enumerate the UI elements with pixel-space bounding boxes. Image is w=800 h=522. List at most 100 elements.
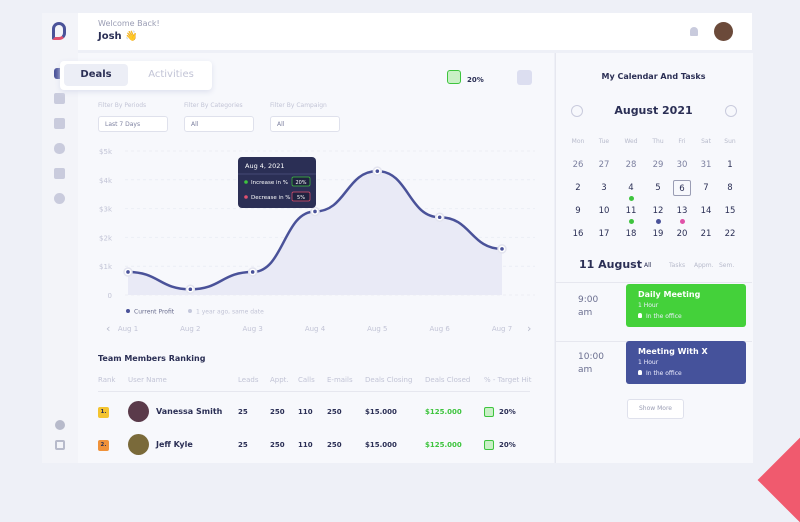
day[interactable]: 14 <box>700 206 712 216</box>
event-card[interactable] <box>626 284 746 327</box>
day[interactable]: 2 <box>575 183 581 193</box>
day[interactable]: 8 <box>727 183 733 193</box>
sidebar-icons <box>54 68 65 204</box>
target-icon <box>484 440 494 450</box>
cell: 250 <box>327 408 342 416</box>
legend-dot <box>188 309 192 313</box>
user-name: Jeff Kyle <box>156 440 193 449</box>
filter-select[interactable]: Last 7 Days <box>98 116 168 132</box>
day-filter[interactable]: Tasks <box>669 262 686 269</box>
day[interactable]: 15 <box>724 206 736 216</box>
bell[interactable] <box>690 27 698 36</box>
target-icon <box>484 407 494 417</box>
y-tick-label: 0 <box>108 292 112 300</box>
day[interactable]: 22 <box>724 229 736 239</box>
column-header: E-mails <box>327 376 353 384</box>
column-header: Rank <box>98 376 116 384</box>
day[interactable]: 10 <box>598 206 610 216</box>
day[interactable]: 3 <box>601 183 607 193</box>
day[interactable]: 7 <box>703 183 709 193</box>
legend-label: 1 year ago, same date <box>196 309 264 316</box>
weekday: Sun <box>724 138 736 145</box>
day[interactable]: 18 <box>625 229 637 239</box>
point-dot <box>188 287 193 292</box>
nav-next[interactable]: › <box>527 322 532 335</box>
day[interactable]: 30 <box>676 160 688 170</box>
y-tick-label: $2k <box>99 234 113 242</box>
day[interactable]: 26 <box>572 160 584 170</box>
column-header: Calls <box>298 376 315 384</box>
y-tick-label: $5k <box>99 148 113 156</box>
rank-badge: 2. <box>98 440 109 451</box>
day-filter[interactable]: Sem. <box>719 262 735 269</box>
point-dot <box>126 270 130 274</box>
column-header: Appt. <box>270 376 289 384</box>
legend-label: Current Profit <box>134 309 175 316</box>
nav-prev[interactable]: ‹ <box>106 322 111 335</box>
day-divider <box>555 282 752 283</box>
logout-icon[interactable] <box>55 440 65 450</box>
user-name: Vanessa Smith <box>156 407 223 416</box>
filter-select[interactable]: All <box>184 116 254 132</box>
tooltip-dot <box>244 195 248 199</box>
cell: 250 <box>327 441 342 449</box>
tab[interactable]: Deals <box>64 64 128 86</box>
calendar-title: My Calendar And Tasks <box>601 72 706 81</box>
day[interactable]: 19 <box>652 229 664 239</box>
weekday: Tue <box>598 138 610 145</box>
day[interactable]: 6 <box>673 180 691 196</box>
cell: $125.000 <box>425 441 462 449</box>
y-tick-label: $3k <box>99 206 113 214</box>
day[interactable]: 31 <box>700 160 712 170</box>
event-dot <box>629 219 634 224</box>
tooltip-label: Decrease in % <box>251 195 291 201</box>
filter-select[interactable]: All <box>270 116 340 132</box>
point-dot <box>313 209 317 214</box>
month: August 2021 <box>614 104 693 117</box>
day[interactable]: 29 <box>652 160 664 170</box>
calendar-panel <box>555 53 753 463</box>
weekday: Sat <box>701 138 711 145</box>
legend-dot <box>126 309 130 313</box>
day[interactable]: 5 <box>655 183 661 193</box>
day[interactable]: 11 <box>625 206 637 216</box>
show-more[interactable]: Show More <box>627 399 684 419</box>
day[interactable]: 4 <box>628 183 634 193</box>
day-filter[interactable]: All <box>644 262 652 269</box>
cell: 250 <box>270 408 285 416</box>
day[interactable]: 1 <box>727 160 733 170</box>
menu-icon[interactable] <box>517 70 532 85</box>
stat-icon <box>447 70 461 84</box>
day[interactable]: 17 <box>598 229 610 239</box>
day[interactable]: 21 <box>700 229 712 239</box>
event-card[interactable] <box>626 341 746 384</box>
event-duration: 1 Hour <box>638 302 659 309</box>
event-title: Daily Meeting <box>638 290 701 299</box>
event-duration: 1 Hour <box>638 359 659 366</box>
day[interactable]: 16 <box>572 229 584 239</box>
point-dot <box>375 169 380 173</box>
day[interactable]: 28 <box>625 160 637 170</box>
avatar[interactable] <box>714 22 733 41</box>
cell: 110 <box>298 441 313 449</box>
cell: 110 <box>298 408 313 416</box>
cell: 250 <box>270 441 285 449</box>
filter-label: Filter By Categories <box>184 102 243 109</box>
target-hit: 20% <box>499 441 516 449</box>
x-tick-label: Aug 5 <box>367 325 387 333</box>
y-tick-label: $1k <box>99 263 113 271</box>
cell: 25 <box>238 408 248 416</box>
day[interactable]: 9 <box>575 206 581 216</box>
header <box>78 13 752 50</box>
prev-month[interactable] <box>571 105 583 117</box>
day[interactable]: 12 <box>652 206 664 216</box>
day[interactable]: 13 <box>676 206 688 216</box>
tab[interactable]: Activities <box>148 69 194 80</box>
settings-icon[interactable] <box>55 420 65 430</box>
next-month[interactable] <box>725 105 737 117</box>
day[interactable]: 20 <box>676 229 688 239</box>
chart: 0 $1k $2k $3k $4k $5k Aug 1 Aug 2 Aug 3 Aug 4 Aug … <box>99 148 535 333</box>
event-location: In the office <box>646 370 682 377</box>
day-filter[interactable]: Appm. <box>694 262 714 269</box>
day[interactable]: 27 <box>598 160 610 170</box>
